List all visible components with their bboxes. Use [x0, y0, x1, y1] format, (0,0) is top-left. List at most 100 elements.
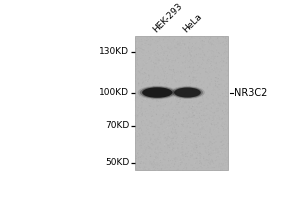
Point — [181, 111, 186, 114]
Point — [194, 48, 199, 51]
Point — [206, 88, 211, 91]
Point — [174, 130, 179, 134]
Point — [193, 75, 198, 78]
Point — [136, 158, 141, 161]
Point — [188, 78, 193, 81]
Point — [174, 141, 179, 144]
Point — [139, 85, 144, 88]
Point — [149, 154, 154, 158]
Point — [166, 132, 170, 135]
Point — [193, 58, 198, 62]
Point — [166, 119, 171, 122]
Point — [190, 67, 195, 70]
Point — [157, 103, 162, 107]
Point — [150, 113, 154, 116]
Point — [174, 134, 178, 137]
Point — [157, 37, 162, 41]
Point — [134, 157, 139, 160]
Point — [181, 157, 185, 160]
Point — [137, 151, 142, 155]
Point — [185, 44, 190, 47]
Point — [182, 49, 186, 52]
Point — [214, 104, 219, 107]
Point — [172, 45, 177, 49]
Point — [146, 78, 151, 81]
Point — [220, 78, 225, 81]
Point — [149, 65, 154, 68]
Point — [213, 117, 218, 121]
Point — [190, 116, 195, 119]
Point — [167, 50, 172, 54]
Point — [160, 161, 165, 164]
Point — [171, 54, 176, 57]
Point — [191, 68, 196, 71]
Point — [177, 162, 182, 165]
Point — [160, 45, 165, 48]
Point — [169, 158, 174, 161]
Point — [182, 73, 187, 76]
Point — [161, 121, 166, 124]
Point — [145, 146, 149, 149]
Point — [154, 100, 159, 103]
Point — [212, 65, 217, 69]
Point — [159, 46, 164, 49]
Point — [170, 141, 175, 144]
Point — [219, 64, 224, 67]
Point — [163, 97, 168, 100]
Point — [202, 111, 207, 114]
Point — [201, 79, 206, 82]
Point — [175, 54, 180, 57]
Point — [194, 113, 199, 116]
Point — [221, 101, 226, 104]
Point — [152, 165, 156, 168]
Point — [135, 134, 140, 137]
Point — [140, 43, 145, 46]
Point — [143, 79, 148, 82]
Point — [223, 35, 227, 38]
Text: 50KD: 50KD — [105, 158, 129, 167]
Point — [215, 165, 220, 168]
Point — [225, 69, 230, 72]
Point — [152, 143, 157, 146]
Point — [166, 60, 170, 63]
Point — [168, 60, 172, 63]
Point — [181, 79, 186, 82]
Point — [189, 54, 194, 58]
Point — [177, 100, 182, 103]
Point — [150, 83, 155, 87]
Point — [203, 133, 208, 136]
Point — [182, 125, 187, 129]
Point — [141, 48, 146, 51]
Point — [179, 148, 184, 151]
Point — [209, 55, 214, 58]
Point — [192, 151, 197, 154]
Point — [133, 96, 138, 99]
Point — [160, 59, 165, 63]
Point — [140, 154, 145, 157]
Point — [220, 104, 225, 108]
Point — [177, 106, 182, 109]
Point — [219, 140, 224, 144]
Point — [204, 104, 209, 107]
Point — [181, 123, 185, 126]
Point — [172, 78, 177, 81]
Point — [213, 82, 218, 85]
Point — [137, 84, 142, 87]
Point — [172, 38, 177, 41]
Point — [188, 112, 192, 116]
Point — [157, 134, 162, 137]
Point — [215, 55, 220, 58]
Point — [223, 94, 228, 97]
Point — [192, 76, 197, 79]
Point — [163, 36, 168, 39]
Point — [177, 82, 182, 85]
Point — [173, 59, 178, 62]
Point — [189, 133, 194, 136]
Point — [206, 152, 211, 155]
Point — [214, 130, 219, 134]
Point — [216, 127, 221, 130]
Point — [160, 130, 165, 133]
Point — [140, 81, 145, 85]
Point — [159, 122, 164, 126]
Point — [210, 142, 215, 145]
